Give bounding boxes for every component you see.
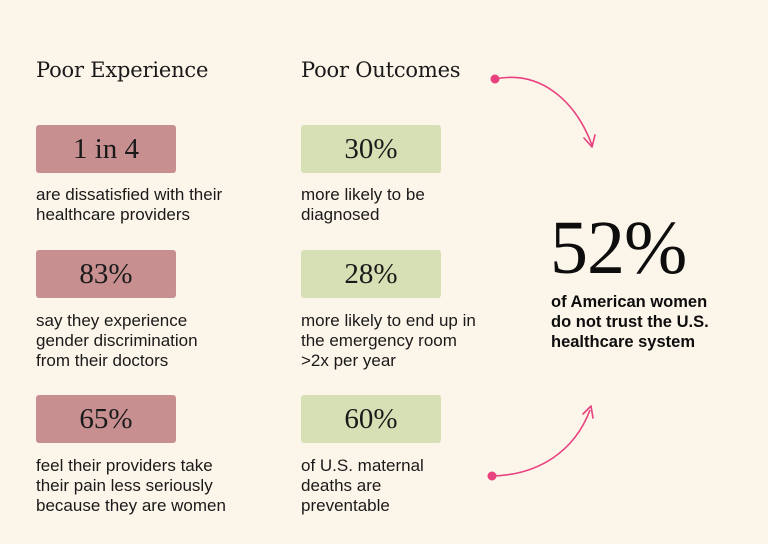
experience-desc-2: say they experience gender discriminatio…	[36, 311, 251, 371]
desc-line: healthcare providers	[36, 205, 191, 224]
summary-line: healthcare system	[551, 333, 695, 351]
outcome-desc-2: more likely to end up in the emergency r…	[301, 311, 516, 371]
desc-line: gender discrimination	[36, 331, 198, 350]
outcome-stat-3: 60%	[301, 395, 441, 443]
desc-line: from their doctors	[36, 351, 169, 370]
outcome-stat-2: 28%	[301, 250, 441, 298]
desc-line: say they experience	[36, 311, 188, 330]
experience-stat-3: 65%	[36, 395, 176, 443]
desc-line: because they are women	[36, 496, 226, 515]
desc-line: diagnosed	[301, 205, 380, 224]
desc-line: more likely to end up in	[301, 311, 476, 330]
summary-stat: 52%	[550, 206, 687, 290]
desc-line: their pain less seriously	[36, 476, 213, 495]
outcome-desc-3: of U.S. maternal deaths are preventable	[301, 456, 516, 516]
outcome-desc-1: more likely to be diagnosed	[301, 185, 516, 225]
experience-desc-1: are dissatisfied with their healthcare p…	[36, 185, 251, 225]
desc-line: deaths are	[301, 476, 382, 495]
desc-line: feel their providers take	[36, 456, 213, 475]
desc-line: are dissatisfied with their	[36, 185, 223, 204]
desc-line: preventable	[301, 496, 390, 515]
desc-line: of U.S. maternal	[301, 456, 424, 475]
experience-column-title: Poor Experience	[36, 58, 209, 82]
curved-arrow-top-icon	[490, 74, 596, 148]
summary-line: of American women	[551, 293, 708, 311]
outcomes-column-title: Poor Outcomes	[301, 58, 461, 82]
curved-arrow-bottom-icon	[487, 405, 594, 481]
desc-line: the emergency room	[301, 331, 457, 350]
experience-desc-3: feel their providers take their pain les…	[36, 456, 251, 516]
experience-stat-1: 1 in 4	[36, 125, 176, 173]
desc-line: >2x per year	[301, 351, 396, 370]
summary-desc: of American women do not trust the U.S. …	[551, 292, 751, 352]
experience-stat-2: 83%	[36, 250, 176, 298]
desc-line: more likely to be	[301, 185, 425, 204]
summary-line: do not trust the U.S.	[551, 313, 709, 331]
outcome-stat-1: 30%	[301, 125, 441, 173]
